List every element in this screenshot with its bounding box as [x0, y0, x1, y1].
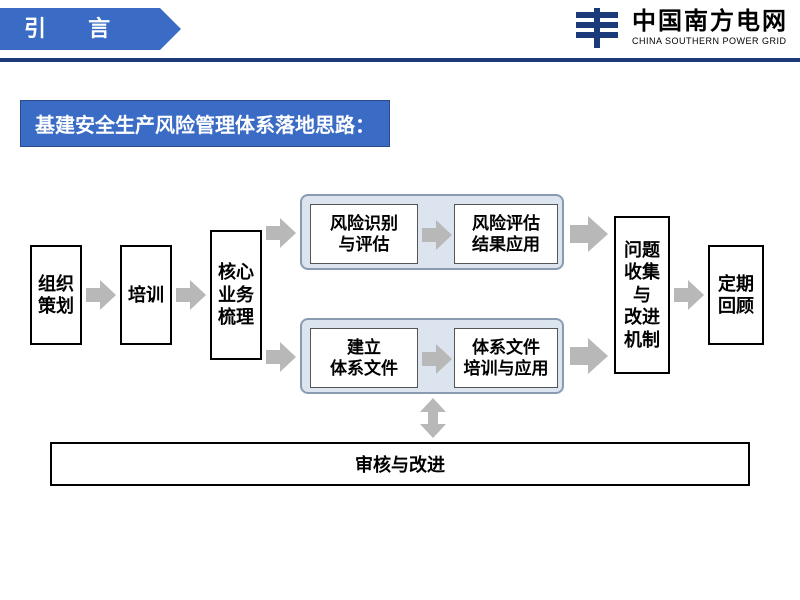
node-training: 培训: [120, 245, 172, 345]
grid-icon: [572, 6, 622, 50]
node-docs-training: 体系文件培训与应用: [454, 328, 558, 388]
logo-text-cn: 中国南方电网: [632, 10, 788, 34]
node-org-planning: 组织策划: [30, 245, 82, 345]
group-system: 建立体系文件 体系文件培训与应用: [300, 318, 564, 394]
node-build-docs: 建立体系文件: [310, 328, 418, 388]
group-risk: 风险识别与评估 风险评估结果应用: [300, 194, 564, 270]
node-core-business: 核心业务梳理: [210, 230, 262, 360]
node-periodic-review: 定期回顾: [708, 245, 764, 345]
logo: 中国南方电网 CHINA SOUTHERN POWER GRID: [572, 6, 788, 50]
node-audit-improve: 审核与改进: [50, 442, 750, 486]
logo-text-en: CHINA SOUTHERN POWER GRID: [632, 36, 788, 46]
node-problem-collect: 问题收集与改进机制: [614, 216, 670, 374]
node-risk-identify: 风险识别与评估: [310, 204, 418, 264]
double-arrow-icon: [418, 398, 448, 438]
section-tab: 引 言: [0, 8, 160, 50]
header: 引 言 中国南方电网 CHINA SOUTHERN POWER GRID: [0, 0, 800, 62]
node-risk-result: 风险评估结果应用: [454, 204, 558, 264]
subtitle: 基建安全生产风险管理体系落地思路：: [20, 100, 390, 147]
